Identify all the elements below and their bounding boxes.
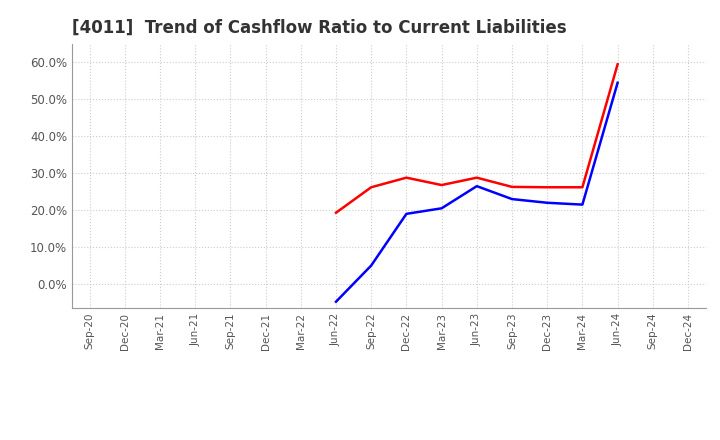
Free CF to Current Liabilities	[472, 183, 481, 189]
Operating CF to Current Liabilities	[543, 185, 552, 190]
Line: Operating CF to Current Liabilities: Operating CF to Current Liabilities	[336, 64, 618, 213]
Free CF to Current Liabilities	[332, 299, 341, 304]
Operating CF to Current Liabilities	[402, 175, 410, 180]
Free CF to Current Liabilities	[437, 205, 446, 211]
Free CF to Current Liabilities	[613, 80, 622, 85]
Operating CF to Current Liabilities	[508, 184, 516, 190]
Operating CF to Current Liabilities	[578, 185, 587, 190]
Operating CF to Current Liabilities	[437, 183, 446, 188]
Operating CF to Current Liabilities	[472, 175, 481, 180]
Free CF to Current Liabilities	[402, 211, 410, 216]
Text: [4011]  Trend of Cashflow Ratio to Current Liabilities: [4011] Trend of Cashflow Ratio to Curren…	[72, 19, 567, 37]
Free CF to Current Liabilities	[508, 196, 516, 202]
Free CF to Current Liabilities	[367, 263, 376, 268]
Operating CF to Current Liabilities	[367, 185, 376, 190]
Operating CF to Current Liabilities	[613, 62, 622, 67]
Operating CF to Current Liabilities	[332, 210, 341, 215]
Line: Free CF to Current Liabilities: Free CF to Current Liabilities	[336, 83, 618, 302]
Free CF to Current Liabilities	[578, 202, 587, 207]
Free CF to Current Liabilities	[543, 200, 552, 205]
